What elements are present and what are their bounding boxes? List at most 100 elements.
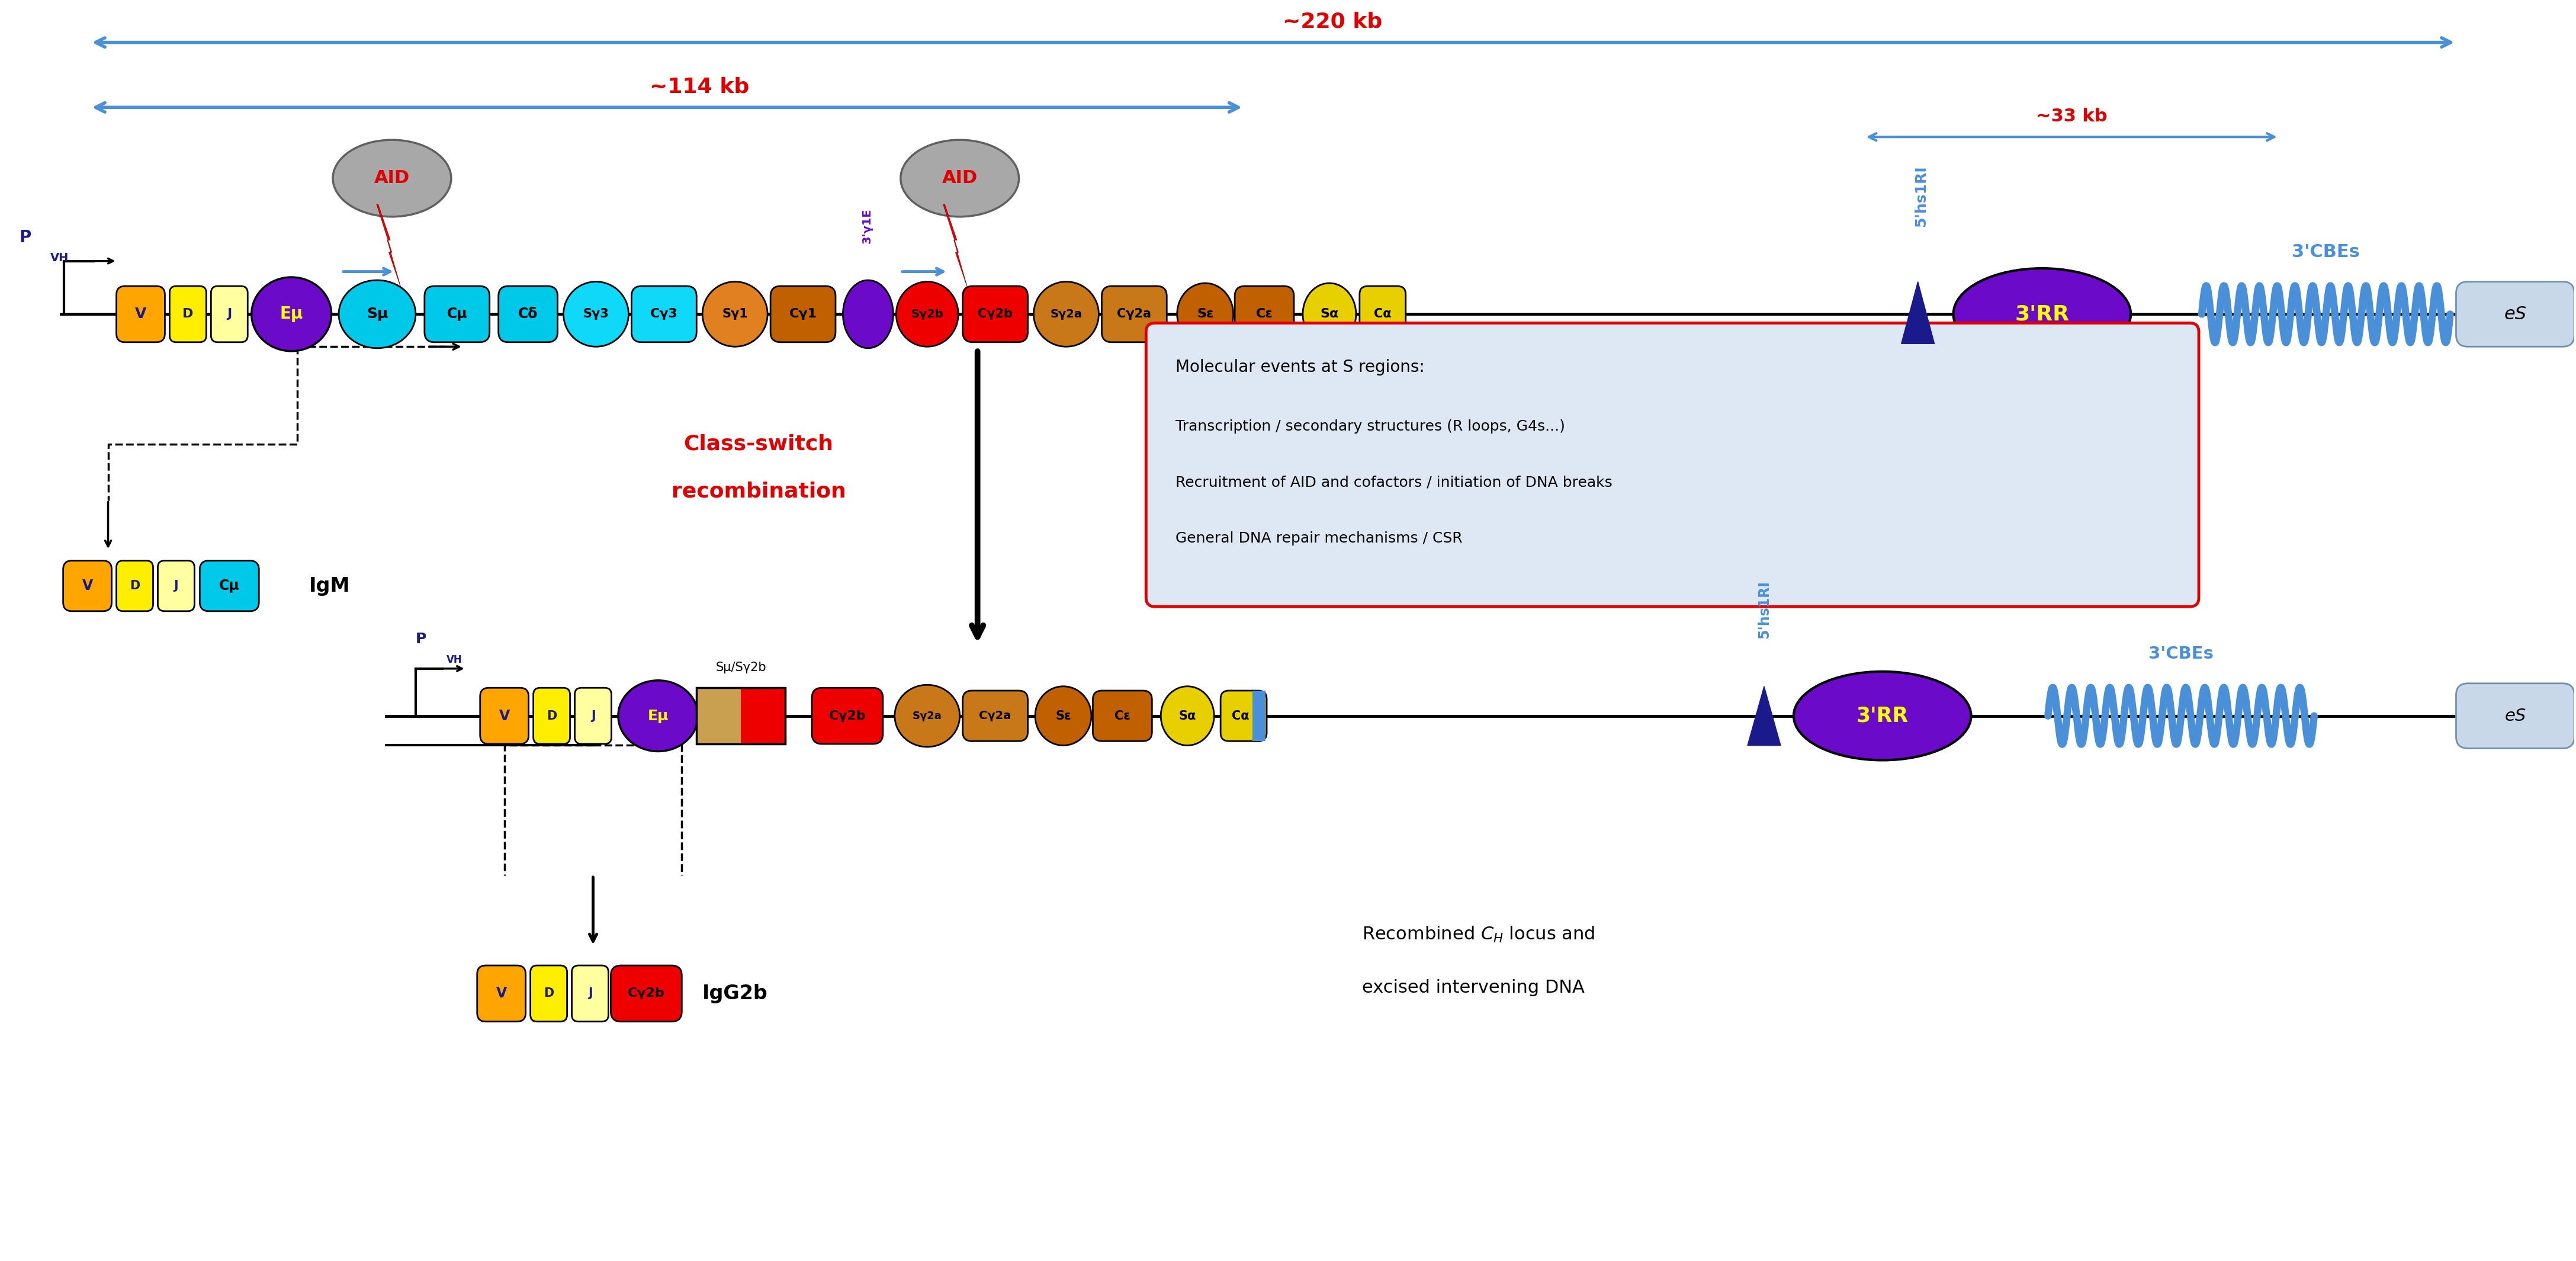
Ellipse shape [1036, 686, 1092, 745]
Ellipse shape [618, 681, 698, 752]
Text: Cα: Cα [1231, 710, 1249, 721]
FancyBboxPatch shape [1234, 286, 1293, 342]
Polygon shape [376, 204, 402, 289]
Ellipse shape [703, 281, 768, 347]
FancyBboxPatch shape [631, 286, 696, 342]
Ellipse shape [1177, 284, 1234, 346]
Ellipse shape [1033, 281, 1100, 347]
FancyBboxPatch shape [425, 286, 489, 342]
Polygon shape [943, 204, 969, 289]
Ellipse shape [1953, 269, 2130, 359]
Text: Sγ2b: Sγ2b [912, 309, 943, 320]
FancyBboxPatch shape [479, 687, 528, 744]
Text: Sμ/Sγ2b: Sμ/Sγ2b [716, 662, 765, 673]
Ellipse shape [564, 281, 629, 347]
Text: eS: eS [2504, 305, 2527, 323]
Text: Class-switch: Class-switch [683, 434, 835, 454]
Ellipse shape [1162, 686, 1213, 745]
Text: Cδ: Cδ [518, 306, 538, 322]
Bar [696, 687, 742, 744]
FancyBboxPatch shape [770, 286, 835, 342]
Text: IgM: IgM [309, 576, 350, 595]
FancyBboxPatch shape [2455, 281, 2573, 347]
Text: ~220 kb: ~220 kb [1283, 11, 1383, 32]
Text: V: V [134, 306, 147, 322]
Text: D: D [183, 308, 193, 320]
FancyBboxPatch shape [211, 286, 247, 342]
Text: V: V [497, 986, 507, 1001]
Text: Transcription / secondary structures (R loops, G4s...): Transcription / secondary structures (R … [1175, 420, 1566, 434]
Text: Sγ2a: Sγ2a [1051, 309, 1082, 320]
Text: Cμ: Cμ [219, 579, 240, 593]
FancyBboxPatch shape [116, 561, 152, 612]
Text: ~33 kb: ~33 kb [2035, 107, 2107, 125]
Text: J: J [590, 710, 595, 721]
Text: excised intervening DNA: excised intervening DNA [1363, 979, 1584, 996]
Text: Sα: Sα [1319, 308, 1340, 320]
Text: D: D [546, 710, 556, 721]
Text: Cα: Cα [1373, 308, 1391, 320]
Text: AID: AID [374, 170, 410, 187]
FancyBboxPatch shape [170, 286, 206, 342]
Text: 3'γ1E: 3'γ1E [860, 208, 873, 243]
Bar [742, 687, 786, 744]
Bar [696, 687, 786, 744]
Text: 3'RR: 3'RR [1857, 706, 1909, 726]
FancyBboxPatch shape [157, 561, 193, 612]
FancyBboxPatch shape [1360, 286, 1406, 342]
Text: Molecular events at S regions:: Molecular events at S regions: [1175, 359, 1425, 376]
Text: 3'RR: 3'RR [2014, 304, 2069, 324]
Polygon shape [1747, 686, 1780, 745]
Text: P: P [415, 632, 428, 646]
FancyBboxPatch shape [116, 286, 165, 342]
Ellipse shape [902, 140, 1020, 217]
FancyBboxPatch shape [64, 561, 111, 612]
Text: Cγ2b: Cγ2b [629, 987, 665, 1000]
Text: ~114 kb: ~114 kb [649, 77, 750, 97]
Text: V: V [82, 579, 93, 593]
FancyBboxPatch shape [2455, 683, 2573, 748]
Ellipse shape [842, 280, 894, 348]
Text: J: J [587, 987, 592, 1000]
FancyBboxPatch shape [201, 561, 260, 612]
Text: Sγ1: Sγ1 [721, 308, 747, 320]
Ellipse shape [340, 280, 415, 348]
Text: General DNA repair mechanisms / CSR: General DNA repair mechanisms / CSR [1175, 532, 1463, 546]
Text: Sε: Sε [1056, 710, 1072, 721]
Text: 3'CBEs: 3'CBEs [2148, 646, 2213, 662]
Text: Sα: Sα [1180, 710, 1195, 721]
Text: Cγ1: Cγ1 [788, 308, 817, 320]
Ellipse shape [252, 277, 332, 351]
Text: VH: VH [446, 654, 461, 665]
Text: 5'hs1RI: 5'hs1RI [1757, 580, 1772, 638]
Text: Cγ2b: Cγ2b [979, 308, 1012, 320]
Text: Cε: Cε [1115, 710, 1131, 721]
FancyBboxPatch shape [574, 687, 611, 744]
FancyBboxPatch shape [1221, 691, 1267, 741]
Text: IgG2b: IgG2b [703, 984, 768, 1004]
Ellipse shape [1303, 284, 1355, 346]
Text: Cμ: Cμ [446, 306, 466, 322]
FancyBboxPatch shape [1146, 323, 2200, 607]
Text: recombination: recombination [672, 482, 845, 502]
Ellipse shape [894, 685, 961, 747]
Text: Cγ3: Cγ3 [649, 308, 677, 320]
Ellipse shape [1793, 672, 1971, 760]
FancyBboxPatch shape [531, 966, 567, 1021]
Ellipse shape [896, 281, 958, 347]
Text: Sμ: Sμ [366, 306, 389, 322]
FancyBboxPatch shape [497, 286, 556, 342]
Text: V: V [500, 709, 510, 723]
Text: Recruitment of AID and cofactors / initiation of DNA breaks: Recruitment of AID and cofactors / initi… [1175, 475, 1613, 489]
Ellipse shape [332, 140, 451, 217]
Text: Eμ: Eμ [281, 306, 304, 323]
FancyBboxPatch shape [811, 687, 884, 744]
Text: 5'hs1RI: 5'hs1RI [1914, 165, 1927, 227]
Text: D: D [129, 580, 139, 591]
FancyBboxPatch shape [963, 286, 1028, 342]
Text: Eμ: Eμ [647, 709, 670, 723]
Text: Cγ2a: Cγ2a [1118, 308, 1151, 320]
Text: J: J [173, 580, 178, 591]
FancyBboxPatch shape [477, 966, 526, 1021]
Text: P: P [21, 230, 31, 246]
